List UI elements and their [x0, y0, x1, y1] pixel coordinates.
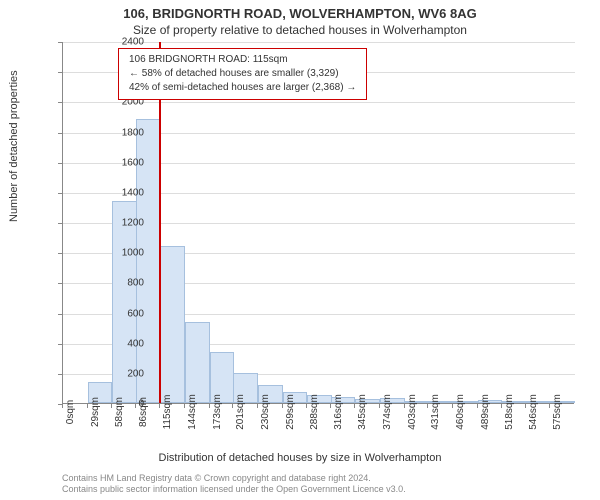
y-tick-mark: [58, 223, 62, 224]
x-tick-mark: [330, 404, 331, 408]
x-tick-mark: [477, 404, 478, 408]
y-tick-label: 400: [104, 338, 144, 349]
x-tick-mark: [549, 404, 550, 408]
x-tick-mark: [232, 404, 233, 408]
copyright-line-1: Contains HM Land Registry data © Crown c…: [62, 473, 406, 485]
x-tick-mark: [452, 404, 453, 408]
x-tick-label: 201sqm: [235, 394, 246, 430]
y-tick-label: 1000: [104, 248, 144, 259]
x-tick-mark: [354, 404, 355, 408]
y-tick-label: 1400: [104, 187, 144, 198]
y-tick-label: 2400: [104, 37, 144, 48]
x-tick-mark: [135, 404, 136, 408]
y-tick-label: 1200: [104, 218, 144, 229]
y-tick-label: 1600: [104, 157, 144, 168]
x-tick-label: 115sqm: [162, 395, 173, 430]
x-tick-label: 345sqm: [357, 394, 368, 430]
x-tick-mark: [62, 404, 63, 408]
chart-title: 106, BRIDGNORTH ROAD, WOLVERHAMPTON, WV6…: [0, 0, 600, 21]
x-tick-label: 144sqm: [187, 394, 198, 430]
x-tick-mark: [87, 404, 88, 408]
x-tick-label: 58sqm: [114, 397, 125, 427]
y-tick-mark: [58, 42, 62, 43]
legend-line-1: 106 BRIDGNORTH ROAD: 115sqm: [129, 53, 356, 67]
x-tick-label: 575sqm: [552, 394, 563, 430]
y-tick-label: 200: [104, 368, 144, 379]
x-tick-mark: [282, 404, 283, 408]
y-tick-mark: [58, 133, 62, 134]
x-tick-label: 173sqm: [212, 394, 223, 430]
x-tick-mark: [427, 404, 428, 408]
legend-box: 106 BRIDGNORTH ROAD: 115sqm ← 58% of det…: [118, 48, 367, 100]
x-tick-mark: [257, 404, 258, 408]
copyright-line-2: Contains public sector information licen…: [62, 484, 406, 496]
x-tick-mark: [501, 404, 502, 408]
y-tick-label: 800: [104, 278, 144, 289]
y-tick-mark: [58, 283, 62, 284]
x-tick-mark: [159, 404, 160, 408]
x-tick-mark: [525, 404, 526, 408]
chart-container: 106, BRIDGNORTH ROAD, WOLVERHAMPTON, WV6…: [0, 0, 600, 500]
y-tick-mark: [58, 102, 62, 103]
x-axis-label: Distribution of detached houses by size …: [0, 452, 600, 464]
x-tick-label: 518sqm: [504, 394, 515, 430]
y-tick-mark: [58, 253, 62, 254]
legend-line-3: 42% of semi-detached houses are larger (…: [129, 81, 356, 95]
y-tick-mark: [58, 374, 62, 375]
y-tick-label: 600: [104, 308, 144, 319]
x-tick-label: 374sqm: [382, 394, 393, 430]
x-tick-label: 86sqm: [138, 397, 149, 427]
y-tick-mark: [58, 163, 62, 164]
copyright-text: Contains HM Land Registry data © Crown c…: [62, 473, 406, 496]
x-tick-label: 288sqm: [309, 394, 320, 430]
x-tick-mark: [379, 404, 380, 408]
x-tick-mark: [184, 404, 185, 408]
chart-subtitle: Size of property relative to detached ho…: [0, 21, 600, 37]
x-tick-label: 0sqm: [65, 400, 76, 424]
x-tick-mark: [306, 404, 307, 408]
x-tick-label: 403sqm: [407, 394, 418, 430]
x-tick-label: 460sqm: [455, 394, 466, 430]
x-tick-label: 489sqm: [480, 394, 491, 430]
histogram-bar: [185, 322, 210, 403]
y-tick-mark: [58, 193, 62, 194]
legend-line-2: ← 58% of detached houses are smaller (3,…: [129, 67, 356, 81]
x-tick-mark: [209, 404, 210, 408]
x-tick-label: 431sqm: [430, 394, 441, 430]
x-tick-label: 230sqm: [260, 394, 271, 430]
y-tick-mark: [58, 72, 62, 73]
x-tick-label: 259sqm: [285, 394, 296, 430]
x-tick-mark: [404, 404, 405, 408]
x-tick-label: 546sqm: [528, 394, 539, 430]
y-tick-mark: [58, 344, 62, 345]
x-tick-mark: [111, 404, 112, 408]
y-axis-label: Number of detached properties: [8, 70, 20, 222]
y-tick-mark: [58, 314, 62, 315]
x-tick-label: 29sqm: [90, 397, 101, 427]
x-tick-label: 316sqm: [333, 394, 344, 430]
histogram-bar: [160, 246, 185, 403]
y-tick-label: 1800: [104, 127, 144, 138]
